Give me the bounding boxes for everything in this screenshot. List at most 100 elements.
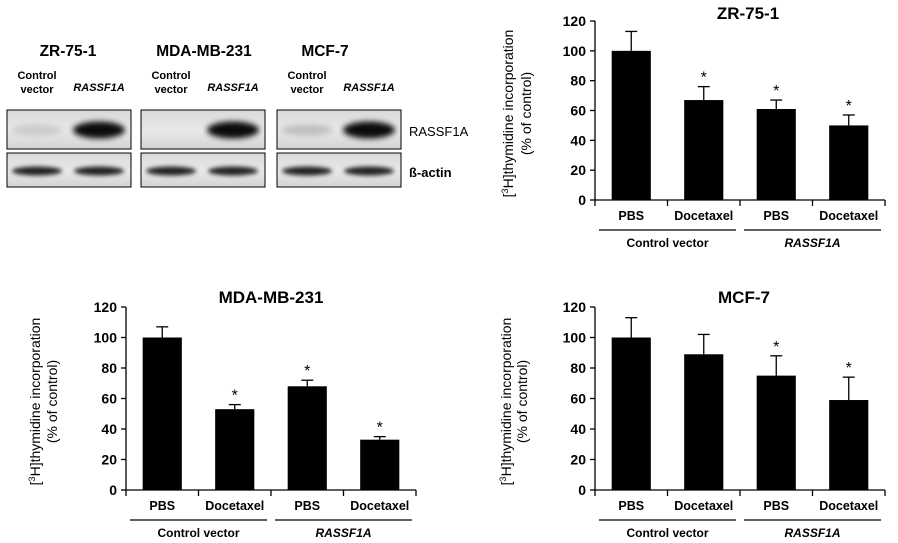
blot-lane-label: RASSF1A [207, 82, 258, 94]
blot-row-label-rassf1a: RASSF1A [409, 124, 469, 139]
bar [684, 354, 724, 490]
bar [287, 386, 327, 490]
y-tick-label: 20 [570, 162, 586, 178]
significance-marker: * [846, 360, 852, 377]
x-tick-label: PBS [618, 499, 644, 513]
bar [756, 375, 796, 490]
y-tick-label: 60 [570, 391, 586, 407]
chart-title: MCF-7 [718, 288, 770, 307]
x-tick-label: Docetaxel [819, 499, 878, 513]
x-tick-label: Docetaxel [674, 209, 733, 223]
chart-title: ZR-75-1 [717, 4, 779, 23]
group-label: RASSF1A [784, 236, 840, 250]
y-axis-label-line2: (% of control) [518, 72, 534, 155]
blot-band [11, 125, 63, 135]
blot-band [12, 166, 62, 176]
blot-lane-label: Control [151, 70, 190, 82]
significance-marker: * [377, 420, 383, 437]
bar [360, 439, 400, 490]
y-tick-label: 20 [101, 452, 117, 468]
x-tick-label: Docetaxel [819, 209, 878, 223]
blot-band [344, 166, 394, 176]
group-label: RASSF1A [784, 526, 840, 540]
blot-band [281, 125, 333, 135]
y-tick-label: 120 [563, 299, 587, 315]
y-tick-label: 60 [101, 391, 117, 407]
y-tick-label: 100 [94, 330, 118, 346]
y-tick-label: 0 [578, 482, 586, 498]
y-tick-label: 40 [570, 421, 586, 437]
significance-marker: * [304, 363, 310, 380]
bar [611, 50, 651, 201]
y-axis-label-line2: (% of control) [44, 360, 60, 443]
blot-cell-line-title: MCF-7 [301, 43, 348, 60]
blot-pane-actin [6, 152, 132, 188]
blot-band [74, 166, 124, 176]
bar [756, 109, 796, 200]
bar-chart-mcf-7: MCF-7 0 20 40 60 80 100 120 PBS Docetaxel * PBS * Doc… [498, 288, 886, 540]
group-label: Control vector [157, 526, 239, 540]
western-blot-panel: ZR-75-1 Control vector RASSF1A MDA-MB-231 Con… [6, 43, 469, 188]
y-tick-label: 80 [570, 73, 586, 89]
blot-cell-line-title: MDA-MB-231 [156, 43, 252, 60]
x-tick-label: PBS [618, 209, 644, 223]
blot-lane-label: vector [290, 84, 324, 96]
y-axis-label: [3H]thymidine incorporation [500, 30, 516, 198]
y-axis-label: [3H]thymidine incorporation [27, 318, 43, 486]
y-tick-label: 80 [570, 360, 586, 376]
y-axis-label: [3H]thymidine incorporation [498, 318, 514, 486]
x-tick-label: Docetaxel [205, 499, 264, 513]
x-tick-label: PBS [763, 209, 789, 223]
blot-cell-line-title: ZR-75-1 [40, 43, 97, 60]
blot-band [73, 121, 125, 139]
significance-marker: * [232, 388, 238, 405]
bar [829, 125, 869, 200]
y-tick-label: 60 [570, 103, 586, 119]
bar [142, 337, 182, 490]
bar-chart-mda-mb-231: MDA-MB-231 0 20 40 60 80 100 120 PBS * Docetaxel * P… [27, 288, 417, 540]
x-tick-label: Docetaxel [350, 499, 409, 513]
blot-lane-label: vector [20, 84, 54, 96]
blot-band [146, 166, 196, 176]
blot-lane-label: Control [287, 70, 326, 82]
bar [215, 409, 255, 490]
y-tick-label: 20 [570, 452, 586, 468]
y-tick-label: 120 [563, 13, 587, 29]
group-label: RASSF1A [315, 526, 371, 540]
y-tick-label: 120 [94, 299, 118, 315]
blot-pane-rassf1a [276, 109, 402, 150]
group-label: Control vector [626, 526, 708, 540]
group-label: Control vector [626, 236, 708, 250]
y-tick-label: 40 [570, 132, 586, 148]
significance-marker: * [701, 70, 707, 87]
bar [611, 337, 651, 490]
bar-chart-zr-75-1: ZR-75-1 0 20 40 60 80 100 120 PBS * Docetaxel * PBS *… [500, 4, 886, 250]
significance-marker: * [846, 98, 852, 115]
y-tick-label: 40 [101, 421, 117, 437]
blot-lane-label: vector [154, 84, 188, 96]
x-tick-label: PBS [149, 499, 175, 513]
y-tick-label: 100 [563, 43, 587, 59]
blot-band [282, 166, 332, 176]
y-tick-label: 80 [101, 360, 117, 376]
bar-charts: ZR-75-1 0 20 40 60 80 100 120 PBS * Docetaxel * PBS *… [27, 4, 886, 540]
y-axis-label-line2: (% of control) [514, 360, 530, 443]
blot-pane-actin [140, 152, 266, 188]
y-tick-label: 0 [578, 192, 586, 208]
blot-pane-rassf1a [140, 109, 266, 150]
bar [829, 400, 869, 490]
blot-lane-label: RASSF1A [73, 82, 124, 94]
significance-marker: * [773, 339, 779, 356]
blot-band [208, 166, 258, 176]
blot-lane-label: Control [17, 70, 56, 82]
blot-row-label-actin: ß-actin [409, 165, 452, 180]
y-tick-label: 0 [109, 482, 117, 498]
blot-lane-label: RASSF1A [343, 82, 394, 94]
significance-marker: * [773, 83, 779, 100]
blot-band [207, 121, 259, 139]
y-tick-label: 100 [563, 330, 587, 346]
blot-pane-rassf1a [6, 109, 132, 150]
x-tick-label: PBS [763, 499, 789, 513]
blot-pane-actin [276, 152, 402, 188]
